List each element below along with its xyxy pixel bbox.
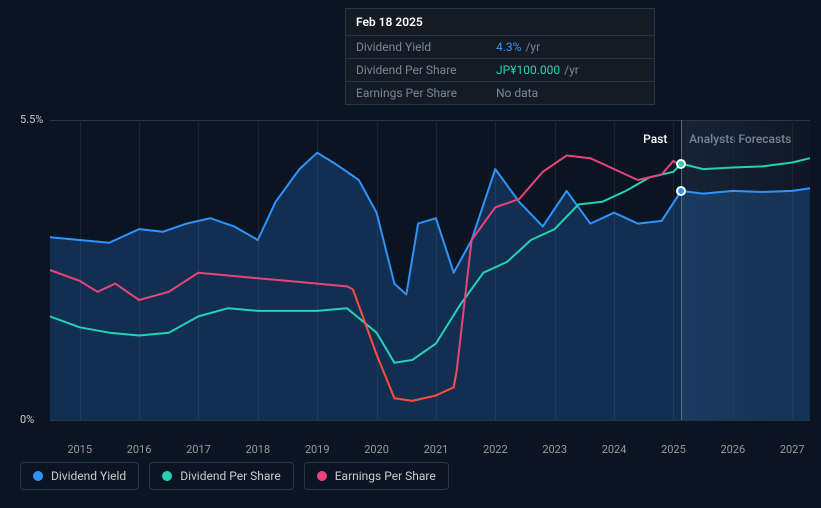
chart-legend: Dividend Yield Dividend Per Share Earnings… [20, 462, 449, 490]
legend-swatch [162, 471, 172, 481]
x-axis-tick-label: 2020 [364, 443, 389, 456]
x-axis-tick-label: 2022 [483, 443, 508, 456]
tooltip-value: JP¥100.000/yr [496, 63, 579, 77]
legend-label: Dividend Per Share [180, 469, 281, 483]
x-axis-tick-label: 2025 [661, 443, 686, 456]
tooltip-key: Dividend Yield [356, 40, 496, 54]
dividend-chart: Past Analysts Forecasts 5.5%0% 201520162… [0, 0, 821, 508]
tooltip-row: Earnings Per ShareNo data [346, 82, 654, 104]
cursor-marker-dividend_yield [676, 186, 686, 196]
x-axis-tick-label: 2023 [542, 443, 567, 456]
legend-item-dividend_yield[interactable]: Dividend Yield [20, 462, 139, 490]
legend-item-dividend_per_share[interactable]: Dividend Per Share [149, 462, 294, 490]
x-axis-tick-label: 2027 [780, 443, 805, 456]
legend-label: Dividend Yield [51, 469, 126, 483]
tooltip-key: Dividend Per Share [356, 63, 496, 77]
legend-label: Earnings Per Share [335, 469, 436, 483]
x-axis-tick-label: 2026 [720, 443, 745, 456]
legend-item-earnings_per_share[interactable]: Earnings Per Share [304, 462, 449, 490]
tooltip-date: Feb 18 2025 [346, 9, 654, 36]
x-axis-tick-label: 2024 [602, 443, 627, 456]
y-gridline [50, 420, 810, 421]
x-axis-tick-label: 2017 [186, 443, 211, 456]
chart-plot[interactable] [50, 120, 810, 420]
legend-swatch [33, 471, 43, 481]
tooltip-key: Earnings Per Share [356, 86, 496, 100]
tooltip-row: Dividend Yield4.3%/yr [346, 36, 654, 59]
chart-tooltip: Feb 18 2025 Dividend Yield4.3%/yrDividen… [345, 8, 655, 105]
x-axis-tick-label: 2016 [127, 443, 152, 456]
x-axis-tick-label: 2021 [424, 443, 449, 456]
tooltip-value: No data [496, 86, 538, 100]
tooltip-row: Dividend Per ShareJP¥100.000/yr [346, 59, 654, 82]
y-axis-tick-label: 5.5% [20, 113, 43, 126]
cursor-marker-dividend_per_share [676, 159, 686, 169]
x-axis-tick-label: 2018 [245, 443, 270, 456]
y-axis-tick-label: 0% [20, 413, 34, 426]
x-axis-tick-label: 2019 [305, 443, 330, 456]
x-axis-tick-label: 2015 [67, 443, 92, 456]
legend-swatch [317, 471, 327, 481]
tooltip-value: 4.3%/yr [496, 40, 540, 54]
